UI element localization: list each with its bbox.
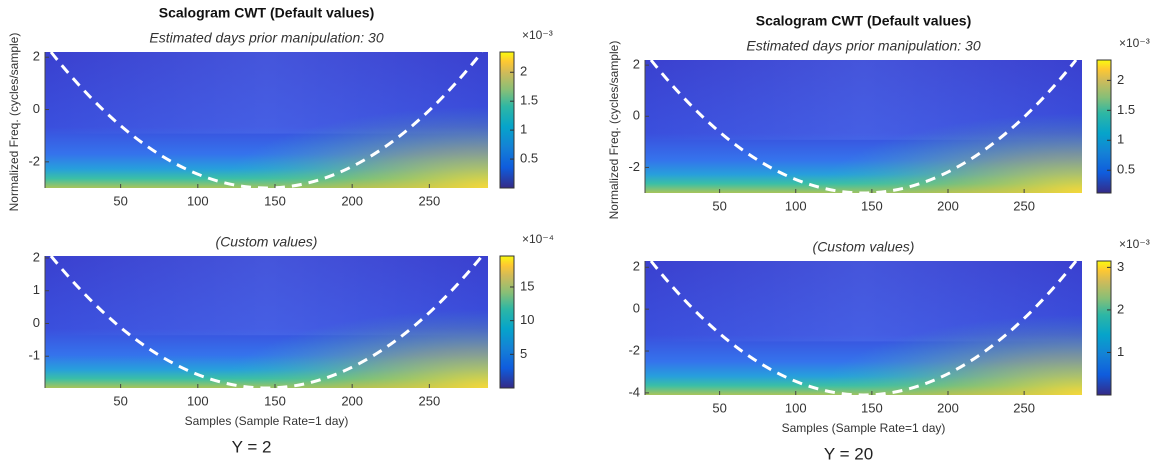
colorbar-tick-label: 2 [520,64,527,79]
x-tick-label: 200 [341,393,363,408]
x-tick-label: 50 [113,193,127,208]
x-tick-label: 150 [861,198,883,213]
x-tick-label: 200 [937,400,959,415]
colorbar-tick-label: 0.5 [1117,162,1135,177]
x-axis-label: Samples (Sample Rate=1 day) [185,414,349,428]
y-tick-label: 2 [633,57,640,72]
x-tick-label: 250 [1013,198,1035,213]
colorbar-tick-label: 15 [520,278,534,293]
y-tick-label: 2 [633,259,640,274]
colorbar-tick-label: 2 [1117,72,1124,87]
scalogram-glow [45,52,488,188]
cone-of-influence [49,51,484,190]
y-tick-label: 0 [633,108,640,123]
colorbar-tick-label: 1.5 [520,93,538,108]
scalogram-glow [45,256,488,388]
colorbar [499,255,515,389]
colorbar [499,51,515,189]
colorbar [1096,260,1112,396]
caption: Y = 20 [824,444,873,463]
chart-subtitle: (Custom values) [813,239,915,255]
y-tick-label: 0 [33,101,40,116]
y-tick-label: 0 [33,315,40,330]
y-tick-label: -2 [628,342,640,357]
chart-title: Scalogram CWT (Default values) [756,13,972,29]
chart-subtitle: Estimated days prior manipulation: 30 [149,30,383,46]
x-tick-label: 50 [712,400,726,415]
y-tick-label: -2 [628,159,640,174]
x-tick-label: 200 [341,193,363,208]
x-axis-label: Samples (Sample Rate=1 day) [782,421,946,435]
chart-subtitle: Estimated days prior manipulation: 30 [746,38,980,54]
chart-subtitle: (Custom values) [216,234,318,250]
y-axis-label: Normalized Freq. (cycles/sample) [7,33,21,212]
colorbar-tick-label: 1.5 [1117,102,1135,117]
y-tick-label: -1 [28,348,40,363]
cone-of-influence [49,255,484,390]
colorbar [1096,59,1112,194]
colorbar-multiplier: ×10⁻³ [1119,36,1150,50]
x-tick-label: 100 [187,193,209,208]
y-tick-label: 2 [33,249,40,264]
colorbar-tick-label: 5 [520,346,527,361]
colorbar-multiplier: ×10⁻⁴ [522,232,554,246]
colorbar-tick-label: 3 [1117,259,1124,274]
x-tick-label: 250 [418,193,440,208]
x-tick-label: 250 [1013,400,1035,415]
y-tick-label: -4 [628,384,640,399]
cone-of-influence [649,59,1078,195]
colorbar-multiplier: ×10⁻³ [522,28,553,42]
x-tick-label: 150 [264,193,286,208]
colorbar-tick-label: 1 [1117,344,1124,359]
x-tick-label: 50 [113,393,127,408]
y-tick-label: -2 [28,153,40,168]
colorbar-tick-label: 0.5 [520,151,538,166]
x-tick-label: 150 [264,393,286,408]
x-tick-label: 100 [187,393,209,408]
colorbar-tick-label: 10 [520,312,534,327]
y-tick-label: 0 [633,301,640,316]
x-tick-label: 150 [861,400,883,415]
x-tick-label: 100 [785,400,807,415]
x-tick-label: 50 [712,198,726,213]
cone-of-influence [649,260,1078,397]
x-tick-label: 100 [785,198,807,213]
scalogram-glow [645,261,1082,395]
x-tick-label: 200 [937,198,959,213]
colorbar-multiplier: ×10⁻³ [1119,237,1150,251]
y-axis-label: Normalized Freq. (cycles/sample) [607,41,621,220]
colorbar-tick-label: 1 [1117,132,1124,147]
colorbar-tick-label: 2 [1117,301,1124,316]
y-tick-label: 2 [33,49,40,64]
chart-title: Scalogram CWT (Default values) [159,5,375,21]
y-tick-label: 1 [33,282,40,297]
caption: Y = 2 [232,437,272,456]
scalogram-glow [645,60,1082,193]
x-tick-label: 250 [418,393,440,408]
colorbar-tick-label: 1 [520,122,527,137]
